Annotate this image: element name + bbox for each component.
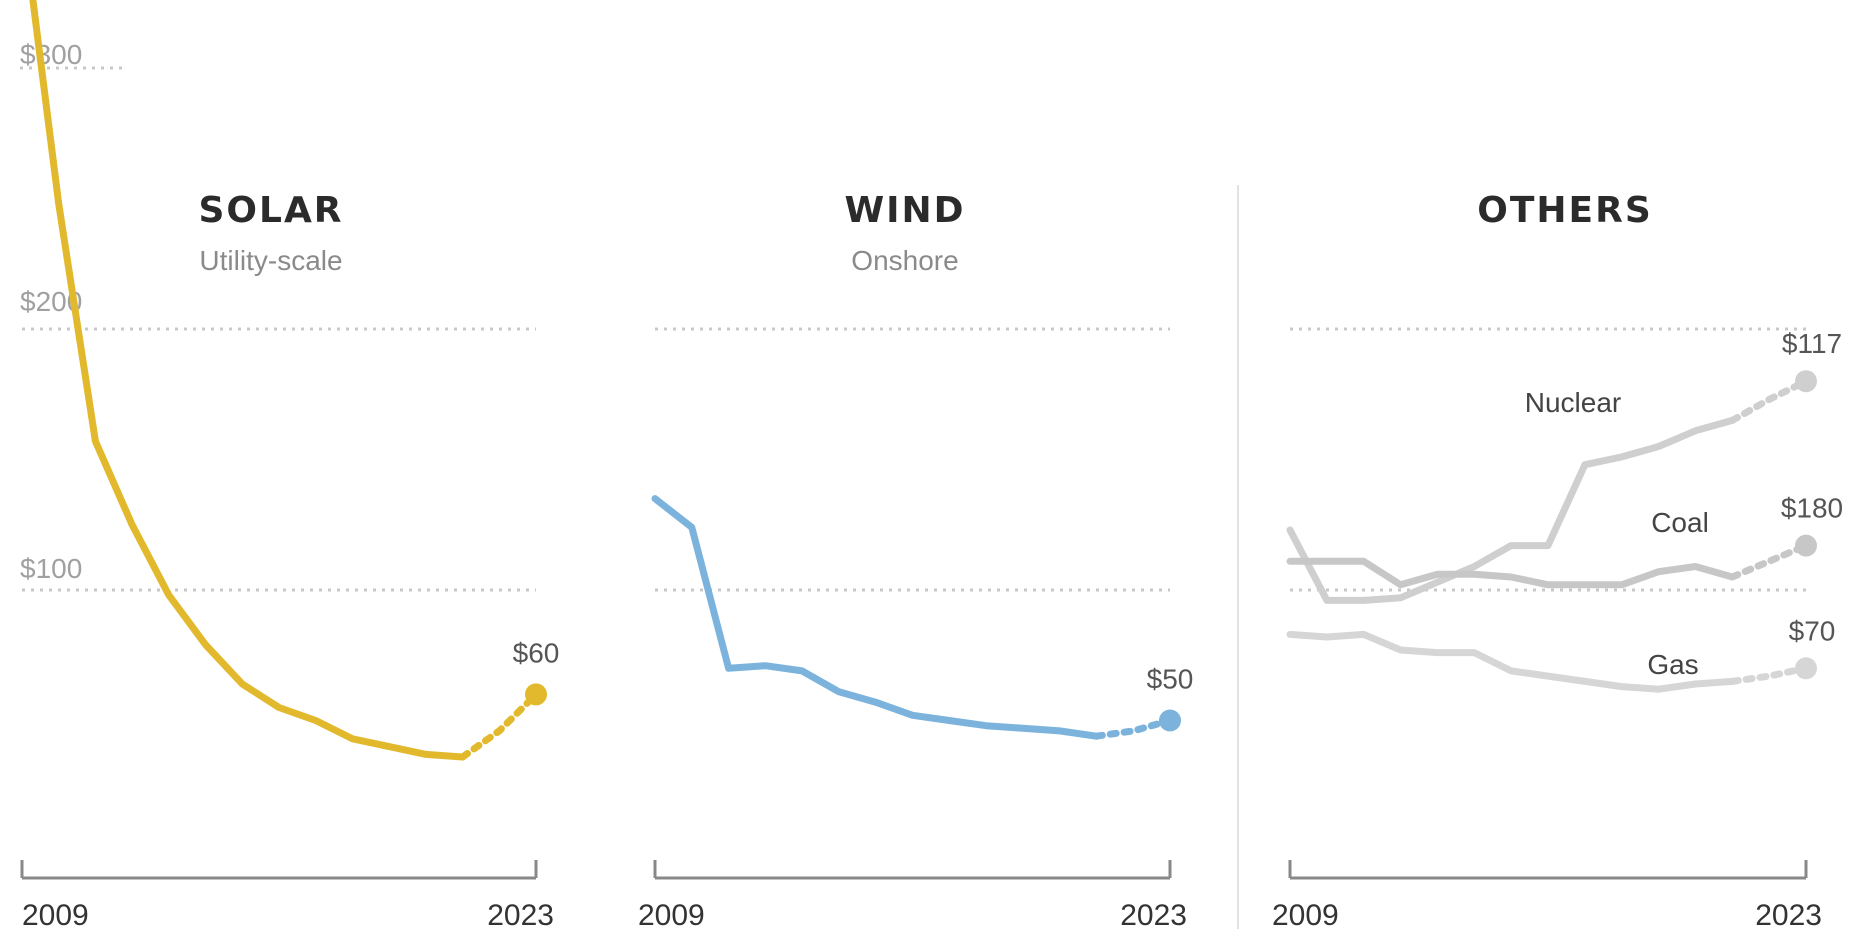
gas-end-dot xyxy=(1795,657,1817,680)
nuclear-end-dot xyxy=(1795,370,1817,393)
wind-subtitle: Onshore xyxy=(851,245,958,276)
wind-x-tick-end: 2023 xyxy=(1120,899,1187,929)
coal-projection-line xyxy=(1728,542,1810,581)
nuclear-series-label: Nuclear xyxy=(1525,387,1621,418)
solar-line xyxy=(29,0,467,761)
others-x-axis xyxy=(1288,860,1808,880)
coal-line xyxy=(1286,557,1736,589)
solar-title: SOLAR xyxy=(198,190,343,231)
solar-x-axis xyxy=(20,860,538,880)
y-tick-label-300: $300 xyxy=(20,39,82,70)
y-tick-label-100: $100 xyxy=(20,553,82,584)
nuclear-projection-line xyxy=(1728,377,1810,424)
solar-x-tick-start: 2009 xyxy=(22,899,89,929)
solar-end-label: $60 xyxy=(513,637,560,668)
wind-title: WIND xyxy=(844,190,965,231)
coal-end-dot xyxy=(1795,534,1817,557)
gas-projection-line xyxy=(1728,664,1810,685)
others-x-tick-end: 2023 xyxy=(1755,899,1822,929)
others-x-tick-start: 2009 xyxy=(1272,899,1339,929)
solar-projection-line xyxy=(459,690,540,761)
nuclear-end-label: $117 xyxy=(1782,328,1842,359)
wind-projection-line xyxy=(1092,717,1174,740)
wind-x-tick-start: 2009 xyxy=(638,899,705,929)
solar-subtitle: Utility-scale xyxy=(199,245,342,276)
nuclear-line xyxy=(1286,416,1736,604)
gas-line xyxy=(1286,630,1736,693)
gas-end-label: $70 xyxy=(1789,615,1836,646)
coal-end-label: $180 xyxy=(1781,493,1843,524)
chart-marks: $60 $50 $117 Nuclear $180 Coal $70 Gas xyxy=(20,0,1843,761)
gas-series-label: Gas xyxy=(1647,649,1698,680)
wind-x-axis xyxy=(653,860,1172,880)
solar-end-dot xyxy=(525,683,547,706)
wind-end-dot xyxy=(1159,709,1181,732)
wind-line xyxy=(651,495,1100,740)
solar-x-tick-end: 2023 xyxy=(487,899,554,929)
others-title: OTHERS xyxy=(1477,190,1653,231)
coal-series-label: Coal xyxy=(1651,507,1709,538)
wind-end-label: $50 xyxy=(1147,664,1194,695)
